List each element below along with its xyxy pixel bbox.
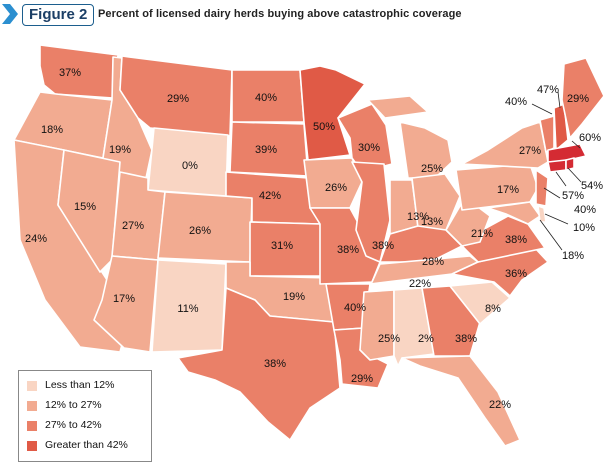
state-label-nv: 15% — [74, 201, 96, 213]
state-label-or: 18% — [41, 124, 63, 136]
state-label-pa: 17% — [497, 184, 519, 196]
state-label-co: 26% — [189, 225, 211, 237]
state-label-wv: 21% — [471, 228, 493, 240]
state-label-mi: 25% — [421, 163, 443, 175]
state-ct — [547, 159, 567, 173]
state-label-la: 29% — [351, 373, 373, 385]
state-label-mt: 29% — [167, 93, 189, 105]
state-de — [537, 205, 547, 223]
state-label-sc: 8% — [485, 303, 501, 315]
state-mi-up — [367, 95, 429, 119]
state-label-ma: 60% — [579, 132, 601, 144]
state-ri — [565, 157, 575, 171]
state-label-id: 19% — [109, 144, 131, 156]
state-label-ok: 19% — [283, 291, 305, 303]
state-nv — [57, 149, 121, 273]
state-label-ca: 24% — [25, 233, 47, 245]
state-label-nh: 47% — [537, 84, 559, 96]
leader-line — [555, 171, 567, 187]
state-label-ut: 27% — [122, 220, 144, 232]
state-mi — [399, 121, 453, 179]
state-label-ms: 25% — [378, 333, 400, 345]
state-label-il: 38% — [372, 240, 394, 252]
figure-title: Percent of licensed dairy herds buying a… — [98, 8, 462, 20]
state-label-nm: 11% — [177, 303, 198, 315]
legend-swatch — [27, 381, 37, 391]
state-label-in: 13% — [407, 211, 429, 223]
figure-header: Figure 2 Percent of licensed dairy herds… — [0, 0, 610, 30]
state-label-nd: 40% — [255, 92, 277, 104]
figure-label: Figure 2 — [22, 4, 95, 26]
state-label-sd: 39% — [255, 144, 277, 156]
map-legend: Less than 12% 12% to 27% 27% to 42% Greater… — [18, 370, 152, 462]
state-ga — [421, 285, 481, 357]
state-fl — [401, 355, 521, 447]
leader-line — [544, 213, 569, 225]
leader-line — [571, 140, 581, 149]
state-label-ky: 28% — [422, 256, 444, 268]
state-label-wy: 0% — [182, 160, 198, 172]
state-oh — [411, 173, 461, 231]
state-ia — [303, 157, 363, 209]
legend-label: 12% to 27% — [45, 399, 102, 411]
leader-line — [557, 91, 561, 109]
state-label-md: 18% — [562, 250, 584, 262]
state-label-nj: 40% — [574, 204, 596, 216]
leader-line — [531, 103, 553, 115]
state-label-ne: 42% — [259, 190, 281, 202]
state-label-ia: 26% — [325, 182, 347, 194]
state-label-ar: 40% — [344, 302, 366, 314]
state-label-ny: 27% — [519, 145, 541, 157]
legend-swatch — [27, 421, 37, 431]
state-label-mn: 50% — [313, 121, 335, 133]
state-label-tn: 22% — [409, 278, 431, 290]
state-me — [561, 57, 605, 139]
state-tx — [177, 287, 341, 441]
state-label-wi: 30% — [358, 142, 380, 154]
state-label-tx: 38% — [264, 358, 286, 370]
state-label-al: 2% — [418, 333, 434, 345]
chevron-icon — [2, 4, 18, 24]
legend-label: 27% to 42% — [45, 419, 102, 431]
state-label-ri: 57% — [562, 190, 584, 202]
state-wv — [445, 203, 491, 247]
leader-line — [567, 167, 582, 183]
state-label-nc: 36% — [505, 268, 527, 280]
state-label-mo: 38% — [337, 244, 359, 256]
state-label-wa: 37% — [59, 67, 81, 79]
state-label-ga: 38% — [455, 333, 477, 345]
state-label-va: 38% — [505, 234, 527, 246]
state-label-oh: 13% — [421, 216, 443, 228]
state-md — [487, 201, 541, 225]
state-label-ks: 31% — [271, 240, 293, 252]
state-nj — [535, 169, 549, 207]
state-label-de: 10% — [573, 222, 595, 234]
state-label-fl: 22% — [489, 399, 511, 411]
legend-swatch — [27, 401, 37, 411]
state-il — [351, 161, 391, 263]
state-label-me: 29% — [567, 93, 589, 105]
leader-line — [543, 187, 561, 199]
state-sc — [449, 281, 511, 325]
state-ms — [359, 289, 395, 361]
us-choropleth-map: 37% 18% 24% 19% 15% 29% 0% 27% 17% 26% 11% 40% 39% 42… — [13, 44, 605, 447]
legend-swatch — [27, 441, 37, 451]
state-vt — [539, 115, 555, 153]
legend-label: Greater than 42% — [45, 439, 128, 451]
leader-line — [539, 219, 563, 251]
legend-label: Less than 12% — [45, 379, 115, 391]
state-label-ct: 54% — [581, 180, 603, 192]
state-label-vt: 40% — [505, 96, 527, 108]
state-label-az: 17% — [113, 293, 135, 305]
